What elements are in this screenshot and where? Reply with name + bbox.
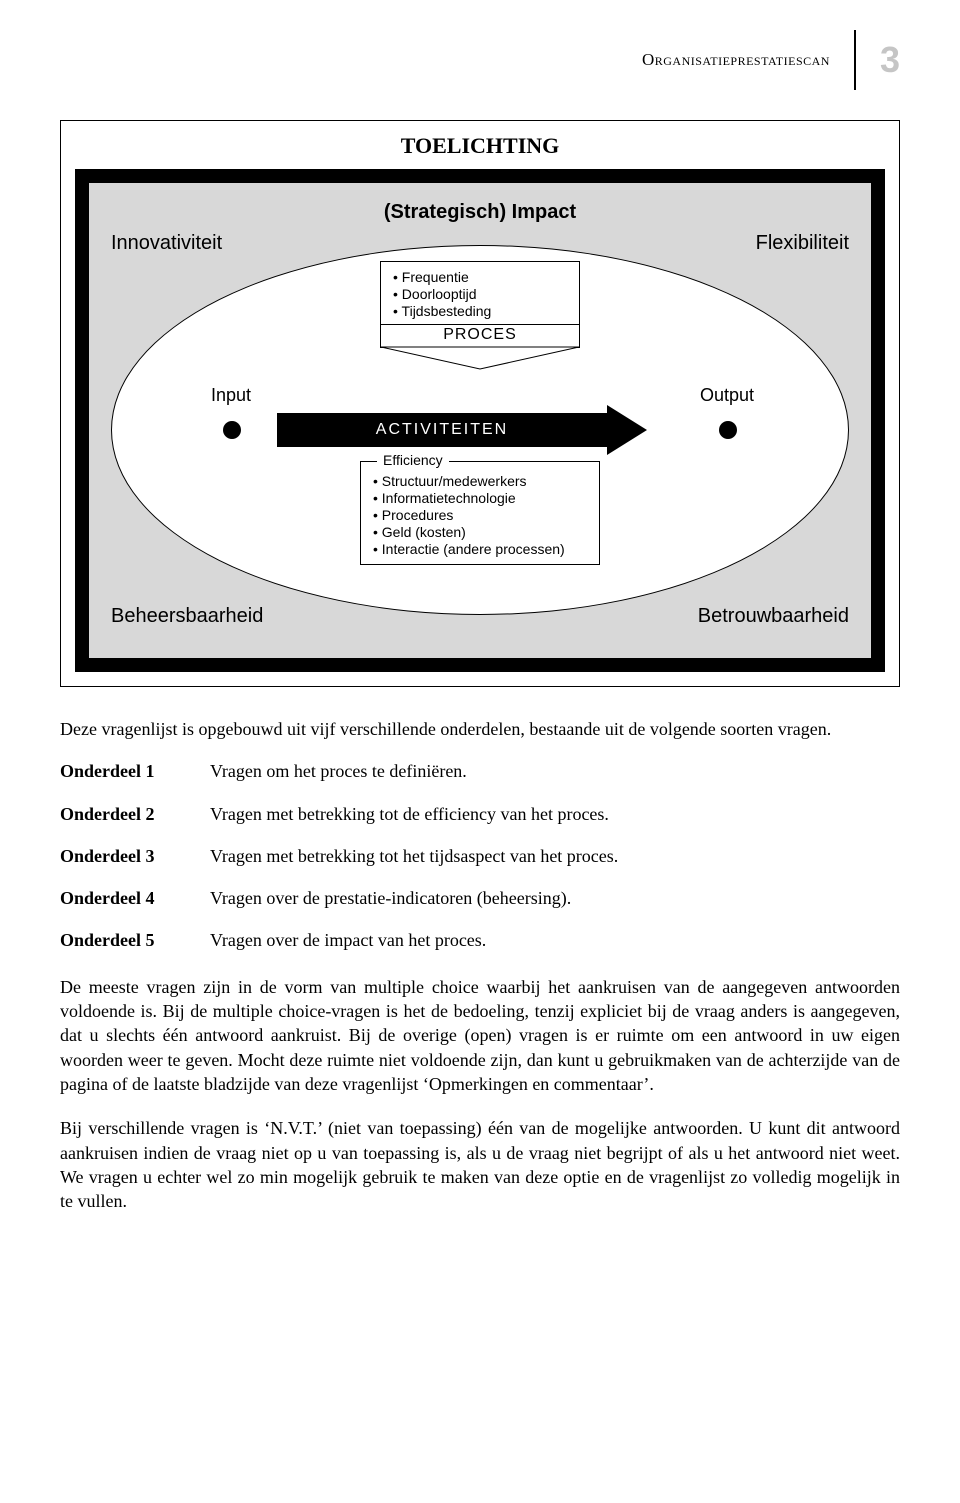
diagram-frame: (Strategisch) Impact Innovativiteit Flex… [75, 169, 885, 672]
proces-group: Frequentie Doorlooptijd Tijdsbesteding P… [380, 261, 580, 348]
onderdeel-label: Onderdeel 1 [60, 759, 210, 783]
efficiency-item: Structuur/medewerkers [373, 473, 591, 489]
onderdeel-label: Onderdeel 3 [60, 844, 210, 868]
proces-items-box: Frequentie Doorlooptijd Tijdsbesteding [380, 261, 580, 325]
onderdeel-text: Vragen met betrekking tot het tijdsaspec… [210, 844, 900, 868]
efficiency-item: Geld (kosten) [373, 524, 591, 540]
onderdeel-label: Onderdeel 4 [60, 886, 210, 910]
efficiency-item: Informatietechnologie [373, 490, 591, 506]
diagram-inner: (Strategisch) Impact Innovativiteit Flex… [89, 183, 871, 658]
header-divider [854, 30, 856, 90]
panel-title: TOELICHTING [61, 133, 899, 159]
efficiency-legend: Efficiency [377, 452, 449, 468]
output-dot-icon [719, 421, 737, 439]
intro-paragraph: Deze vragenlijst is opgebouwd uit vijf v… [60, 717, 900, 741]
paragraph-2: Bij verschillende vragen is ‘N.V.T.’ (ni… [60, 1116, 900, 1213]
proces-item: Frequentie [393, 269, 571, 285]
input-dot-icon [223, 421, 241, 439]
onderdeel-text: Vragen over de impact van het proces. [210, 928, 900, 952]
body-text: Deze vragenlijst is opgebouwd uit vijf v… [60, 717, 900, 1213]
diagram-area: Frequentie Doorlooptijd Tijdsbesteding P… [111, 245, 849, 615]
efficiency-box: Efficiency Structuur/medewerkers Informa… [360, 461, 600, 565]
proces-item: Tijdsbesteding [393, 303, 571, 319]
onderdeel-text: Vragen over de prestatie-indicatoren (be… [210, 886, 900, 910]
efficiency-item: Procedures [373, 507, 591, 523]
header-title: Organisatieprestatiescan [642, 50, 830, 70]
onderdeel-text: Vragen om het proces te definiëren. [210, 759, 900, 783]
proces-label: PROCES [380, 325, 580, 348]
onderdeel-list: Onderdeel 1 Vragen om het proces te defi… [60, 759, 900, 952]
input-label: Input [211, 385, 251, 406]
efficiency-item: Interactie (andere processen) [373, 541, 591, 557]
chevron-down-icon [381, 347, 579, 369]
page-number: 3 [880, 39, 900, 81]
onderdeel-label: Onderdeel 5 [60, 928, 210, 952]
activiteiten-label: ACTIVITEITEN [277, 413, 607, 447]
activiteiten-arrow: ACTIVITEITEN [277, 405, 657, 455]
onderdeel-label: Onderdeel 2 [60, 802, 210, 826]
proces-item: Doorlooptijd [393, 286, 571, 302]
strategic-impact-label: (Strategisch) Impact [111, 201, 849, 224]
page-header: Organisatieprestatiescan 3 [60, 30, 900, 90]
paragraph-1: De meeste vragen zijn in de vorm van mul… [60, 975, 900, 1096]
output-label: Output [700, 385, 754, 406]
arrow-head-icon [607, 405, 647, 455]
onderdeel-text: Vragen met betrekking tot de efficiency … [210, 802, 900, 826]
toelichting-panel: TOELICHTING (Strategisch) Impact Innovat… [60, 120, 900, 687]
